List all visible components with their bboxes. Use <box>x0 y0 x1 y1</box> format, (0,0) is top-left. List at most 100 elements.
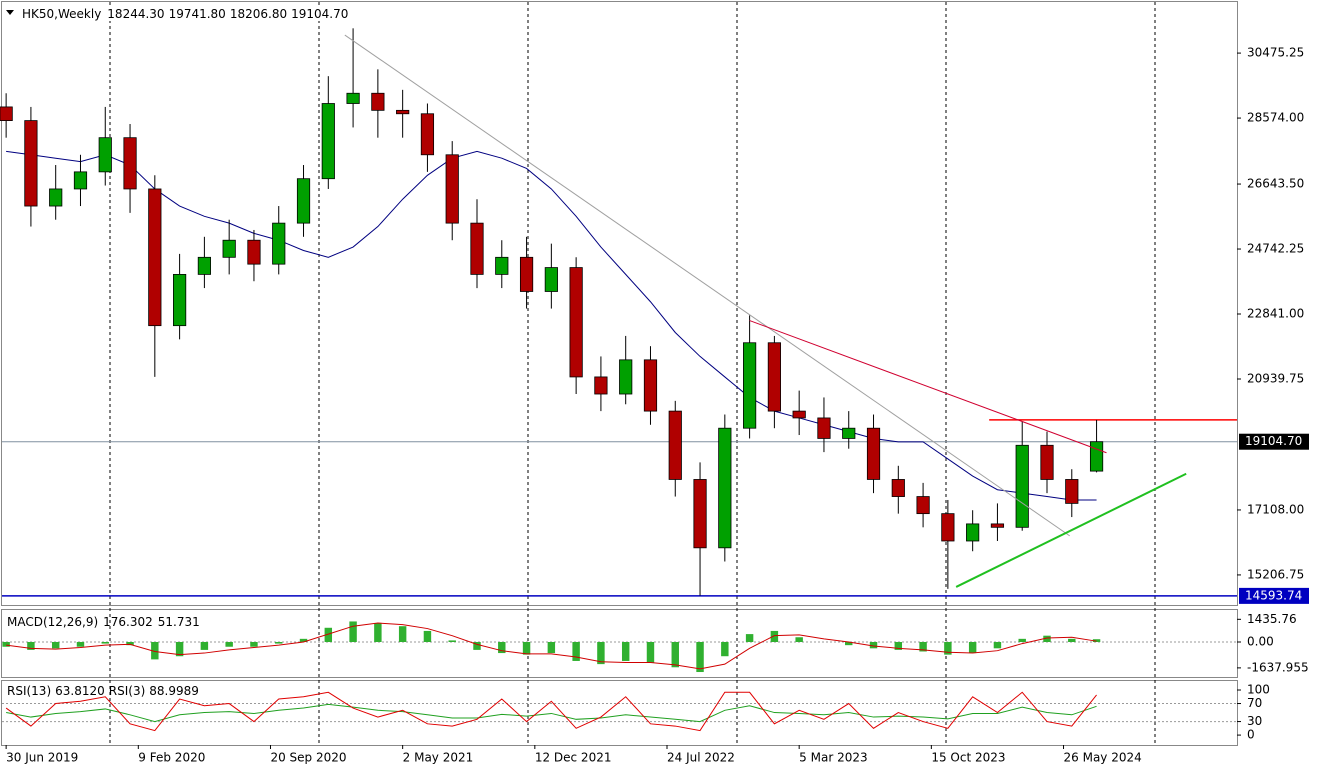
macd-bar <box>845 641 853 646</box>
macd-name: MACD(12,26,9) <box>7 615 98 629</box>
level-label: 14593.74 <box>1245 588 1302 602</box>
macd-signal <box>6 622 1097 670</box>
candle-body <box>619 359 633 395</box>
macd-bar <box>968 641 977 654</box>
x-tick-label: 2 May 2021 <box>403 751 474 765</box>
marks <box>0 28 1237 732</box>
year-grid <box>109 2 1156 745</box>
macd-bar <box>621 641 630 661</box>
y-tick-label: 26643.50 <box>1247 177 1304 191</box>
macd-tick-label: 1435.76 <box>1247 612 1297 626</box>
macd-bar <box>374 623 382 642</box>
macd-bar <box>993 641 1002 649</box>
x-tick-label: 15 Oct 2023 <box>931 751 1005 765</box>
macd-tick-label: 0.00 <box>1247 634 1274 648</box>
level-box <box>1239 587 1309 604</box>
rsi-tick-label: 0 <box>1247 728 1255 742</box>
candle-body <box>916 496 930 515</box>
y-tick-label: 22841.00 <box>1247 307 1304 321</box>
open-value: 18244.30 <box>107 7 164 21</box>
signal-value: 51.731 <box>158 615 200 629</box>
candle-body <box>990 523 1005 528</box>
candle-body <box>668 410 682 480</box>
macd-bar <box>324 627 333 642</box>
macd-bar <box>398 626 407 642</box>
macd-bar <box>770 630 779 642</box>
candle-body <box>346 92 360 104</box>
macd-bar <box>299 638 308 642</box>
candle-body <box>743 342 757 429</box>
header-arrow <box>6 10 14 15</box>
rsi-name: RSI(3) <box>109 684 146 698</box>
macd-bar <box>250 641 258 647</box>
macd-bar <box>1092 639 1101 642</box>
candle-body <box>891 479 905 497</box>
candle-body <box>643 359 658 412</box>
macd-bar <box>1068 638 1076 642</box>
candle-body <box>544 267 558 292</box>
candle-body <box>693 479 707 549</box>
macd-bar <box>646 641 655 663</box>
candle-body <box>420 113 435 156</box>
y-tick-label: 17108.00 <box>1247 502 1304 516</box>
macd-bar <box>423 630 432 642</box>
macd-panel <box>1 609 1238 678</box>
macd-bar <box>671 641 679 668</box>
macd-bar <box>795 637 803 642</box>
close-value: 19104.70 <box>291 7 348 21</box>
macd-bar <box>572 641 580 661</box>
rsi-line <box>5 691 1097 732</box>
macd-value: 176.302 <box>103 615 153 629</box>
candle-body <box>98 137 112 173</box>
candle-body <box>569 267 583 378</box>
candle-body <box>272 222 286 265</box>
high-value: 19741.80 <box>169 7 226 21</box>
macd-bar <box>1018 638 1026 642</box>
candle-body <box>296 178 311 224</box>
x-tick-label: 12 Dec 2021 <box>535 751 612 765</box>
price-box <box>1239 433 1309 450</box>
macd-bar <box>473 641 481 650</box>
candle-body <box>396 109 410 115</box>
macd-bar <box>200 641 209 650</box>
candle-body <box>594 376 608 395</box>
symbol: HK50,Weekly <box>22 7 101 21</box>
rsi-tick-label: 30 <box>1247 714 1262 728</box>
macd-bar <box>27 641 35 650</box>
macd-legend: MACD(12,26,9) 176.302 51.731 <box>7 615 200 629</box>
candle-body <box>222 239 236 258</box>
candle-body <box>371 92 385 111</box>
rsi-tick-label: 70 <box>1247 696 1262 710</box>
candle-body <box>718 427 732 549</box>
x-tick-label: 20 Sep 2020 <box>270 751 346 765</box>
candle-body <box>1089 441 1104 472</box>
candle-body <box>445 154 459 224</box>
trend-line <box>955 472 1187 588</box>
candle-body <box>321 103 335 180</box>
macd-bar <box>101 641 109 644</box>
macd-tick-label: -1637.955 <box>1247 660 1309 674</box>
candle-body <box>49 188 63 207</box>
candle-body <box>941 513 955 542</box>
rsi-value: 63.8120 <box>55 684 105 698</box>
candle-body <box>470 222 484 275</box>
header: HK50,Weekly 18244.30 19741.80 18206.80 19104… <box>22 7 348 21</box>
low-value: 18206.80 <box>230 7 287 21</box>
candle-body <box>24 120 38 207</box>
candle-body <box>1065 479 1079 504</box>
macd-bar <box>225 641 233 647</box>
rsi-tick-label: 100 <box>1247 683 1270 697</box>
candle-body <box>148 188 162 327</box>
macd-bar <box>2 641 10 647</box>
candle-body <box>123 137 137 190</box>
candle-body <box>966 523 980 542</box>
price-label: 19104.70 <box>1245 434 1302 448</box>
macd-bar <box>51 641 60 649</box>
candle-body <box>173 273 187 327</box>
moving-average <box>6 150 1097 501</box>
trend-line <box>749 320 1107 454</box>
macd-bar <box>919 641 927 652</box>
macd-bar <box>151 641 159 660</box>
macd-bar <box>894 641 903 650</box>
